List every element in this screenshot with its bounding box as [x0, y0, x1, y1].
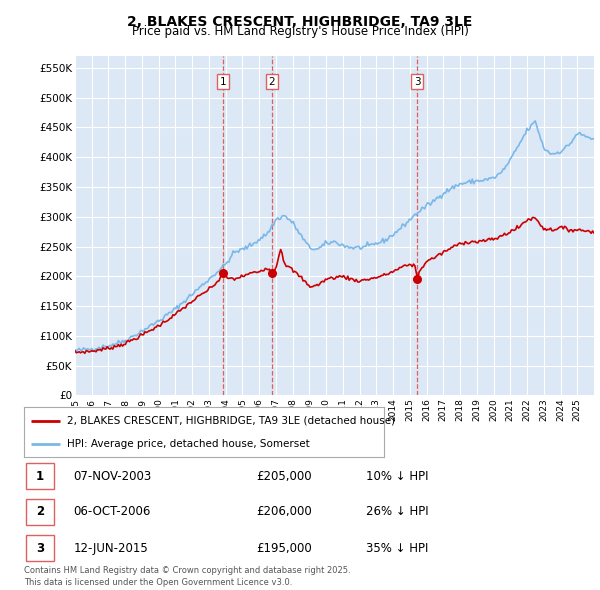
Text: £206,000: £206,000 [256, 505, 311, 519]
Text: 2, BLAKES CRESCENT, HIGHBRIDGE, TA9 3LE (detached house): 2, BLAKES CRESCENT, HIGHBRIDGE, TA9 3LE … [67, 415, 395, 425]
Text: Price paid vs. HM Land Registry's House Price Index (HPI): Price paid vs. HM Land Registry's House … [131, 25, 469, 38]
Text: 10% ↓ HPI: 10% ↓ HPI [366, 470, 429, 483]
Text: 3: 3 [414, 77, 421, 87]
FancyBboxPatch shape [26, 464, 55, 490]
Text: 35% ↓ HPI: 35% ↓ HPI [366, 542, 428, 555]
Text: 2, BLAKES CRESCENT, HIGHBRIDGE, TA9 3LE: 2, BLAKES CRESCENT, HIGHBRIDGE, TA9 3LE [127, 15, 473, 29]
FancyBboxPatch shape [26, 536, 55, 562]
Text: 12-JUN-2015: 12-JUN-2015 [74, 542, 148, 555]
Text: 26% ↓ HPI: 26% ↓ HPI [366, 505, 429, 519]
Text: 3: 3 [36, 542, 44, 555]
FancyBboxPatch shape [26, 499, 55, 525]
Text: Contains HM Land Registry data © Crown copyright and database right 2025.
This d: Contains HM Land Registry data © Crown c… [24, 566, 350, 587]
Text: £195,000: £195,000 [256, 542, 311, 555]
Text: 07-NOV-2003: 07-NOV-2003 [74, 470, 152, 483]
Text: 2: 2 [36, 505, 44, 519]
Text: 06-OCT-2006: 06-OCT-2006 [74, 505, 151, 519]
Text: 1: 1 [36, 470, 44, 483]
Text: 1: 1 [220, 77, 226, 87]
Text: £205,000: £205,000 [256, 470, 311, 483]
Text: HPI: Average price, detached house, Somerset: HPI: Average price, detached house, Some… [67, 439, 310, 449]
Text: 2: 2 [269, 77, 275, 87]
